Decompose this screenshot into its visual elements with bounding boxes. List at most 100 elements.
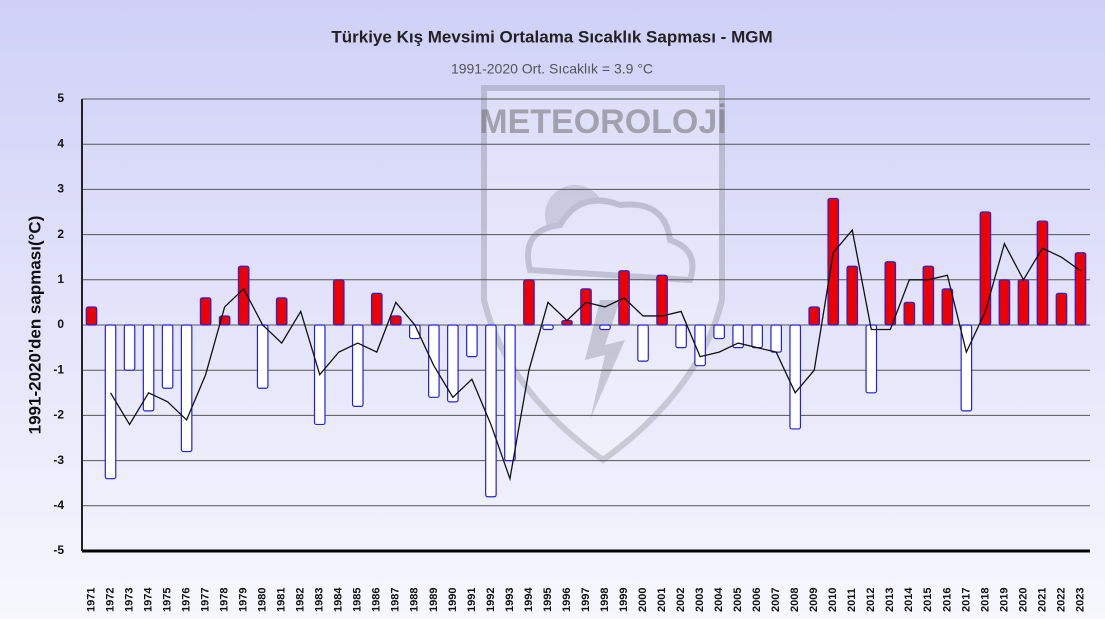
x-tick-label: 1989 [428, 588, 440, 612]
x-tick-label: 2007 [770, 588, 782, 612]
y-tick-label: -3 [53, 453, 64, 467]
bar [828, 198, 838, 325]
bar [486, 325, 496, 497]
x-tick-label: 2004 [713, 587, 725, 612]
bar [543, 325, 553, 330]
bar [714, 325, 724, 339]
x-tick-label: 1971 [85, 588, 97, 612]
x-tick-label: 1972 [104, 588, 116, 612]
x-tick-label: 1995 [542, 588, 554, 612]
x-tick-label: 1993 [504, 588, 516, 612]
x-tick-label: 1998 [599, 588, 611, 612]
x-tick-label: 2016 [941, 588, 953, 612]
x-tick-label: 2020 [1017, 588, 1029, 612]
bar [276, 298, 286, 325]
y-tick-label: 2 [57, 227, 64, 241]
bar [980, 212, 990, 325]
x-tick-label: 2000 [637, 588, 649, 612]
bar [695, 325, 705, 366]
bar [257, 325, 267, 388]
x-tick-label: 1981 [276, 588, 288, 612]
chart: METEOROLOJİ Türkiye Kış Mevsimi Ortalama… [0, 0, 1105, 619]
x-tick-label: 1992 [485, 588, 497, 612]
x-tick-label: 2009 [808, 588, 820, 612]
bar [162, 325, 172, 388]
y-tick-label: 3 [57, 182, 64, 196]
x-tick-label: 1973 [123, 588, 135, 612]
x-tick-label: 2015 [922, 588, 934, 612]
x-tick-label: 2018 [979, 588, 991, 612]
bar [353, 325, 363, 406]
bar [657, 275, 667, 325]
x-tick-label: 2022 [1055, 588, 1067, 612]
x-tick-label: 1982 [295, 588, 307, 612]
bar [600, 325, 610, 330]
x-tick-label: 2008 [789, 588, 801, 612]
bar [124, 325, 134, 370]
x-tick-label: 1984 [333, 587, 345, 612]
x-tick-label: 2001 [656, 588, 668, 612]
bar [809, 307, 819, 325]
x-tick-label: 2019 [998, 588, 1010, 612]
bar [105, 325, 115, 479]
x-tick-label: 2017 [960, 588, 972, 612]
x-tick-label: 2023 [1074, 588, 1086, 612]
x-tick-label: 2013 [884, 588, 896, 612]
x-tick-label: 1978 [219, 588, 231, 612]
x-tick-label: 1991 [466, 588, 478, 612]
bar [372, 293, 382, 325]
bar [505, 325, 515, 461]
bar [885, 262, 895, 325]
bar [1075, 253, 1085, 325]
bar [1037, 221, 1047, 325]
bar [1056, 293, 1066, 325]
bar [334, 280, 344, 325]
x-tick-label: 1974 [142, 587, 154, 612]
x-tick-label: 1979 [238, 588, 250, 612]
watermark-text: METEOROLOJİ [479, 103, 726, 141]
x-tick-label: 1980 [257, 588, 269, 612]
bar [391, 316, 401, 325]
x-tick-label: 1976 [181, 588, 193, 612]
x-tick-label: 1990 [447, 588, 459, 612]
x-tick-label: 2010 [827, 588, 839, 612]
bar [847, 266, 857, 325]
y-axis-label: 1991-2020'den sapması(°C) [25, 216, 44, 435]
bar [581, 289, 591, 325]
bar [790, 325, 800, 429]
bar [638, 325, 648, 361]
bar [429, 325, 439, 397]
x-tick-label: 2006 [751, 588, 763, 612]
x-tick-label: 1975 [161, 588, 173, 612]
bar [200, 298, 210, 325]
x-tick-label: 2012 [865, 588, 877, 612]
y-tick-label: -4 [53, 498, 64, 512]
x-tick-label: 1994 [523, 587, 535, 612]
x-tick-label: 2014 [903, 587, 915, 612]
x-tick-label: 1987 [390, 588, 402, 612]
y-tick-label: 0 [57, 317, 64, 331]
x-tick-label: 1996 [561, 588, 573, 612]
bar [942, 289, 952, 325]
chart-subtitle: 1991-2020 Ort. Sıcaklık = 3.9 °C [451, 61, 653, 77]
bar [524, 280, 534, 325]
bar [999, 280, 1009, 325]
y-tick-label: -1 [53, 362, 64, 376]
bar [86, 307, 96, 325]
bar [467, 325, 477, 357]
bar [771, 325, 781, 352]
bar [923, 266, 933, 325]
x-tick-label: 2003 [694, 588, 706, 612]
bar [866, 325, 876, 393]
x-tick-label: 2021 [1036, 588, 1048, 612]
x-tick-label: 2011 [846, 588, 858, 612]
chart-title: Türkiye Kış Mevsimi Ortalama Sıcaklık Sa… [331, 27, 772, 46]
bar [181, 325, 191, 452]
x-tick-label: 1997 [580, 588, 592, 612]
x-tick-label: 2005 [732, 588, 744, 612]
y-tick-label: 5 [57, 91, 64, 105]
x-tick-label: 1977 [200, 588, 212, 612]
bar [676, 325, 686, 348]
x-tick-label: 1988 [409, 588, 421, 612]
y-tick-label: 4 [57, 136, 64, 150]
